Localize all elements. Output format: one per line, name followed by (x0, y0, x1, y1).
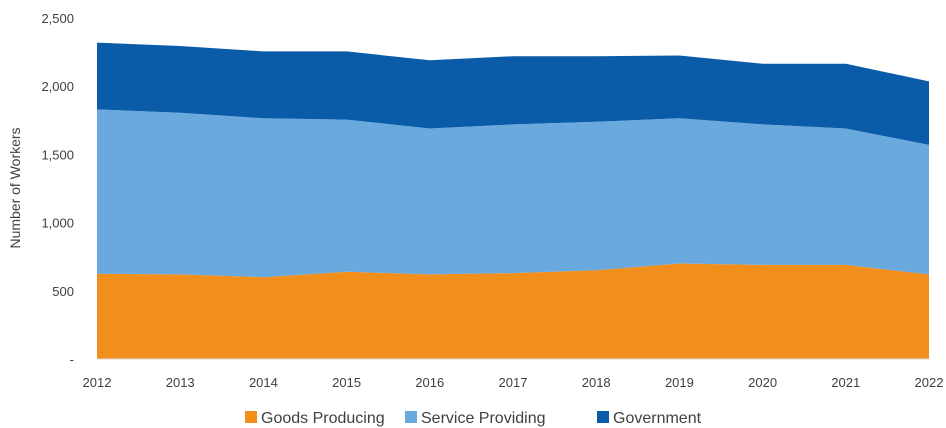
x-tick-label: 2022 (915, 375, 944, 390)
plot-area (97, 42, 929, 359)
x-tick-label: 2013 (166, 375, 195, 390)
legend-swatch (597, 411, 609, 423)
area-series-goods-producing (97, 263, 929, 359)
x-tick-label: 2012 (83, 375, 112, 390)
y-tick-label: 1,000 (41, 216, 74, 231)
x-tick-label: 2015 (332, 375, 361, 390)
x-tick-label: 2018 (582, 375, 611, 390)
legend-swatch (245, 411, 257, 423)
x-tick-label: 2020 (748, 375, 777, 390)
y-tick-label: 500 (52, 284, 74, 299)
legend-label: Service Providing (421, 410, 546, 427)
area-series-government (97, 42, 929, 145)
x-tick-label: 2019 (665, 375, 694, 390)
legend-label: Goods Producing (261, 410, 385, 427)
x-tick-label: 2016 (415, 375, 444, 390)
y-axis-title: Number of Workers (7, 127, 23, 248)
x-tick-label: 2014 (249, 375, 278, 390)
y-tick-label: 1,500 (41, 147, 74, 162)
area-series-service-providing (97, 109, 929, 278)
x-axis-ticks: 2012 2013 2014 2015 2016 2017 2018 2019 2020 2021… (83, 375, 944, 390)
x-tick-label: 2021 (831, 375, 860, 390)
y-tick-label: - (70, 352, 74, 367)
legend: Goods Producing Service Providing Governme… (245, 410, 702, 427)
y-axis-ticks: - 500 1,000 1,500 2,000 2,500 (41, 11, 74, 367)
y-tick-label: 2,000 (41, 79, 74, 94)
x-tick-label: 2017 (499, 375, 528, 390)
legend-label: Government (613, 410, 702, 427)
legend-swatch (405, 411, 417, 423)
y-tick-label: 2,500 (41, 11, 74, 26)
